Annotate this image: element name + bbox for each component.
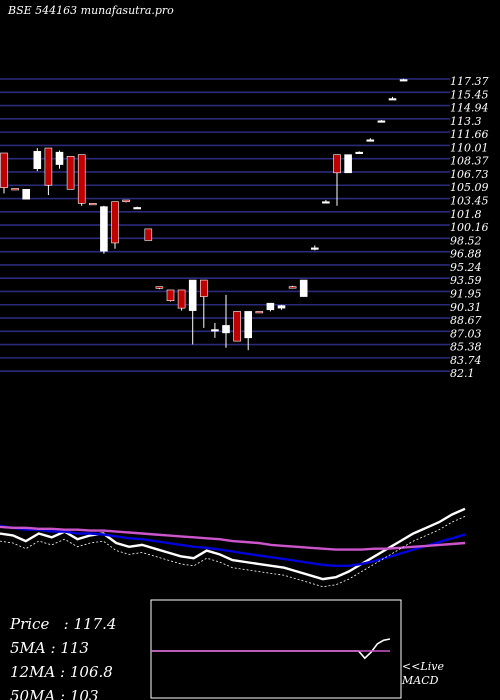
stat-50ma: 50MA : 103 xyxy=(10,684,116,700)
stat-5ma-label: 5MA xyxy=(10,639,46,657)
candle-body xyxy=(89,203,97,206)
candle-body xyxy=(166,289,175,301)
candle-body xyxy=(399,79,408,82)
candle-body xyxy=(77,154,86,204)
candle-body xyxy=(344,154,352,174)
candle-body xyxy=(366,139,375,142)
candle-body xyxy=(44,147,53,186)
stat-5ma-value: 113 xyxy=(60,639,89,657)
candle-body xyxy=(244,311,252,339)
y-tick-label: 95.24 xyxy=(450,261,482,274)
ma-line-1 xyxy=(0,524,466,567)
candle-body xyxy=(33,151,42,169)
y-tick-label: 105.09 xyxy=(450,181,489,194)
candle-body xyxy=(0,152,8,188)
candle-body xyxy=(177,289,186,309)
y-tick-label: 108.37 xyxy=(450,155,489,168)
candle-body xyxy=(266,302,275,311)
ma-line-0 xyxy=(0,507,466,581)
stat-50ma-label: 50MA xyxy=(10,687,56,700)
candle-body xyxy=(299,279,308,297)
macd-label: <<Live MACD xyxy=(402,660,444,688)
candle-body xyxy=(111,201,119,244)
y-tick-label: 117.37 xyxy=(450,75,489,88)
chart-title: BSE 544163 munafasutra.pro xyxy=(8,4,174,17)
candle-body xyxy=(222,325,230,334)
stats-panel: Price : 117.4 5MA : 113 12MA : 106.8 50M… xyxy=(10,612,116,700)
stat-50ma-value: 103 xyxy=(69,687,99,700)
y-tick-label: 88.67 xyxy=(450,314,482,327)
candle-body xyxy=(122,199,130,202)
macd-live-text: <<Live xyxy=(402,660,444,673)
candle-body xyxy=(100,206,108,252)
candle-body xyxy=(288,286,297,289)
y-tick-label: 87.03 xyxy=(450,327,482,340)
candle-body xyxy=(277,305,286,309)
y-tick-label: 83.74 xyxy=(450,354,482,367)
stat-12ma: 12MA : 106.8 xyxy=(10,663,113,681)
stat-5ma: 5MA : 113 xyxy=(10,639,89,657)
y-tick-label: 85.38 xyxy=(450,341,482,354)
candle-body xyxy=(11,188,19,191)
candle-body xyxy=(211,329,219,332)
y-tick-label: 98.52 xyxy=(450,234,482,247)
candle-body xyxy=(377,120,386,123)
candle-body xyxy=(66,156,75,190)
y-tick-label: 91.95 xyxy=(450,287,482,300)
y-tick-label: 115.45 xyxy=(450,88,489,101)
candle-body xyxy=(22,189,31,200)
candle-body xyxy=(255,311,264,314)
candle-body xyxy=(355,151,364,154)
candle-body xyxy=(55,151,64,165)
stat-price-label: Price xyxy=(10,615,50,633)
y-tick-label: 113.3 xyxy=(450,115,482,128)
candle-body xyxy=(322,201,330,204)
y-tick-label: 101.8 xyxy=(450,208,482,221)
candle-body xyxy=(333,154,341,174)
candle-body xyxy=(188,279,197,311)
y-tick-label: 110.01 xyxy=(450,141,489,154)
stat-12ma-value: 106.8 xyxy=(69,663,113,681)
candle-body xyxy=(388,98,397,101)
y-tick-label: 111.66 xyxy=(450,128,489,141)
candle-body xyxy=(155,286,164,289)
stat-price: Price : 117.4 xyxy=(10,615,117,633)
candle-body xyxy=(144,228,153,241)
y-tick-label: 82.1 xyxy=(450,367,475,380)
ma-line-2 xyxy=(0,525,466,551)
ma-line-dotted xyxy=(0,516,466,588)
candle-body xyxy=(233,311,241,342)
y-tick-label: 103.45 xyxy=(450,195,489,208)
y-tick-label: 106.73 xyxy=(450,168,489,181)
y-tick-label: 100.16 xyxy=(450,221,489,234)
macd-frame xyxy=(150,599,402,699)
candle-body xyxy=(310,247,319,250)
stat-12ma-label: 12MA xyxy=(10,663,56,681)
y-tick-label: 114.94 xyxy=(450,102,489,115)
candle-body xyxy=(200,279,208,297)
y-tick-label: 90.31 xyxy=(450,301,482,314)
y-tick-label: 96.88 xyxy=(450,248,482,261)
y-tick-label: 93.59 xyxy=(450,274,482,287)
candle-body xyxy=(133,207,141,210)
stat-price-value: 117.4 xyxy=(73,615,117,633)
macd-name-text: MACD xyxy=(402,674,439,687)
